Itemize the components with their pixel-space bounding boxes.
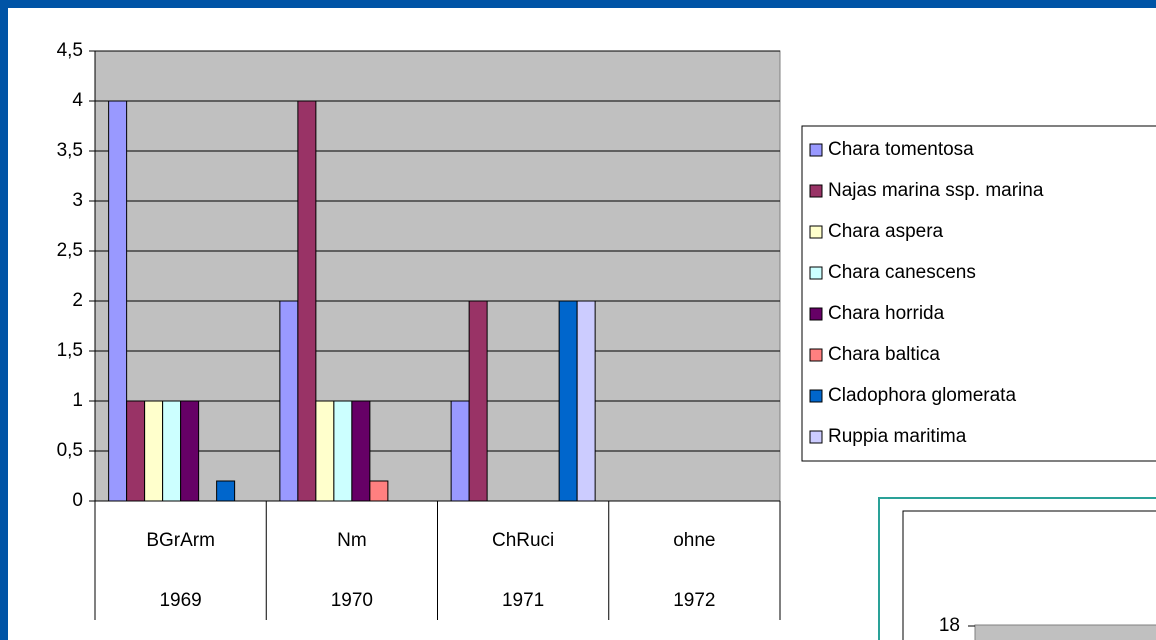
y-tick-label: 3,5 (57, 140, 83, 161)
bar (216, 480, 236, 502)
y-tick-label: 4 (72, 90, 83, 111)
legend-label: Najas marina ssp. marina (828, 180, 1044, 201)
legend-swatch (809, 430, 823, 444)
bar (333, 400, 353, 502)
y-tick-label: 4,5 (57, 40, 83, 61)
second-plot-area (974, 624, 1156, 640)
legend-swatch (809, 143, 823, 157)
legend-label: Chara aspera (828, 221, 944, 242)
bar (558, 300, 578, 502)
y-tick-label: 2,5 (57, 240, 83, 261)
bar (369, 480, 389, 502)
legend-label: Ruppia maritima (828, 426, 967, 447)
legend-swatch (809, 389, 823, 403)
bar (351, 400, 371, 502)
y-tick-label: 18 (939, 615, 960, 636)
bar (108, 100, 128, 502)
bar (315, 400, 335, 502)
legend-swatch (809, 225, 823, 239)
legend-label: Chara horrida (828, 303, 945, 324)
legend-label: Chara canescens (828, 262, 976, 283)
legend-label: Chara baltica (828, 344, 940, 365)
x-tick-label: BGrArm (146, 530, 215, 551)
y-tick-label: 1,5 (57, 340, 83, 361)
y-tick-label: 3 (72, 190, 83, 211)
bar (180, 400, 200, 502)
legend-box (801, 125, 1156, 462)
x-group-label: 1971 (502, 590, 544, 611)
bar (450, 400, 470, 502)
x-tick-label: ChRuci (492, 530, 554, 551)
second-chart-area (902, 510, 1156, 640)
plot-area (94, 50, 781, 502)
legend-swatch (809, 348, 823, 362)
legend-label: Chara tomentosa (828, 139, 974, 160)
bar (468, 300, 488, 502)
x-tick-label: ohne (673, 530, 715, 551)
y-tick-label: 1 (72, 390, 83, 411)
legend-swatch (809, 184, 823, 198)
x-group-label: 1972 (673, 590, 715, 611)
x-group-label: 1969 (159, 590, 201, 611)
y-tick-label: 0 (72, 490, 83, 511)
y-tick-label: 2 (72, 290, 83, 311)
x-group-label: 1970 (331, 590, 373, 611)
bar (144, 400, 164, 502)
bar (297, 100, 317, 502)
legend-label: Cladophora glomerata (828, 385, 1016, 406)
y-tick-label: 0,5 (57, 440, 83, 461)
bar (279, 300, 299, 502)
x-tick-label: Nm (337, 530, 367, 551)
legend-swatch (809, 307, 823, 321)
legend-swatch (809, 266, 823, 280)
bar (576, 300, 596, 502)
bar (126, 400, 146, 502)
bar (162, 400, 182, 502)
